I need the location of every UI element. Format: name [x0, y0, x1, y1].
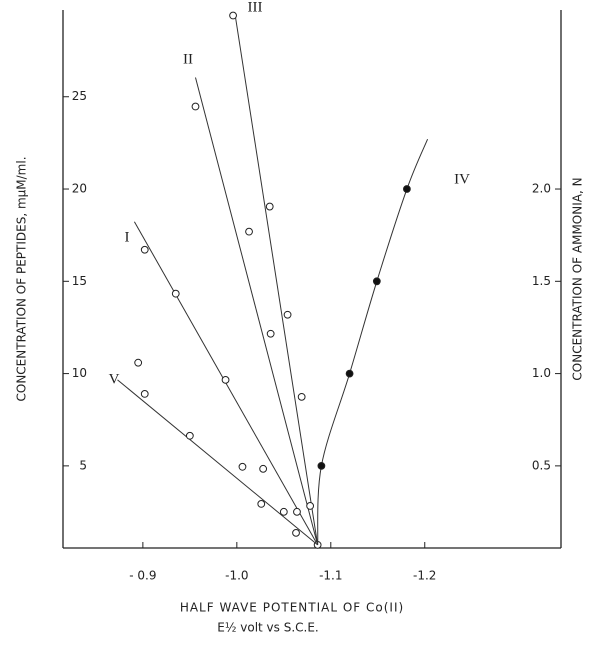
y-tick-label: 15 [72, 274, 87, 288]
point [238, 462, 247, 471]
series-label: IV [454, 171, 470, 187]
point [345, 369, 354, 378]
point [292, 528, 300, 537]
series-label: I [125, 229, 130, 245]
y2-tick-label: 2.0 [532, 182, 551, 196]
y2-tick-label: 1.0 [532, 366, 551, 380]
fit-line [234, 13, 319, 545]
y-tick-label: 5 [79, 458, 87, 472]
point [140, 389, 149, 398]
point [221, 375, 230, 384]
point [257, 499, 266, 508]
fit-line [117, 379, 318, 546]
point [191, 102, 200, 111]
point [259, 464, 268, 473]
y-tick-label: 25 [72, 89, 87, 103]
point [140, 245, 149, 254]
x-tick-label: -1.2 [413, 569, 436, 583]
x-tick-label: -1.0 [225, 569, 248, 583]
point [279, 507, 288, 516]
fit-line [317, 139, 429, 545]
y-axis-title: CONCENTRATION OF PEPTIDES, mμM/ml. [15, 156, 29, 401]
x-axis-subtitle: E½ volt vs S.C.E. [217, 621, 319, 635]
point [306, 502, 315, 510]
x-axis-title: HALF WAVE POTENTIAL OF Co(II) [180, 601, 404, 615]
y2-tick-label: 1.5 [532, 274, 551, 288]
point [283, 310, 292, 319]
y2-axis-title: CONCENTRATION OF AMMONIA, N [571, 177, 585, 380]
series-label: III [248, 0, 263, 15]
series-label: V [109, 371, 120, 387]
x-tick-label: - 0.9 [129, 569, 156, 583]
point [266, 329, 275, 338]
point [229, 11, 237, 20]
point [317, 461, 326, 470]
point [403, 185, 411, 193]
point [297, 392, 306, 401]
point [185, 431, 194, 440]
series-label: II [183, 51, 193, 67]
point [293, 507, 301, 516]
point [265, 202, 274, 211]
y-tick-label: 20 [72, 182, 87, 196]
y-tick-label: 10 [72, 366, 87, 380]
point [372, 277, 381, 286]
point [245, 227, 253, 236]
fit-line [195, 77, 319, 545]
point [134, 358, 143, 367]
x-tick-label: -1.1 [319, 569, 342, 583]
point [171, 289, 180, 298]
y2-tick-label: 0.5 [532, 458, 551, 472]
